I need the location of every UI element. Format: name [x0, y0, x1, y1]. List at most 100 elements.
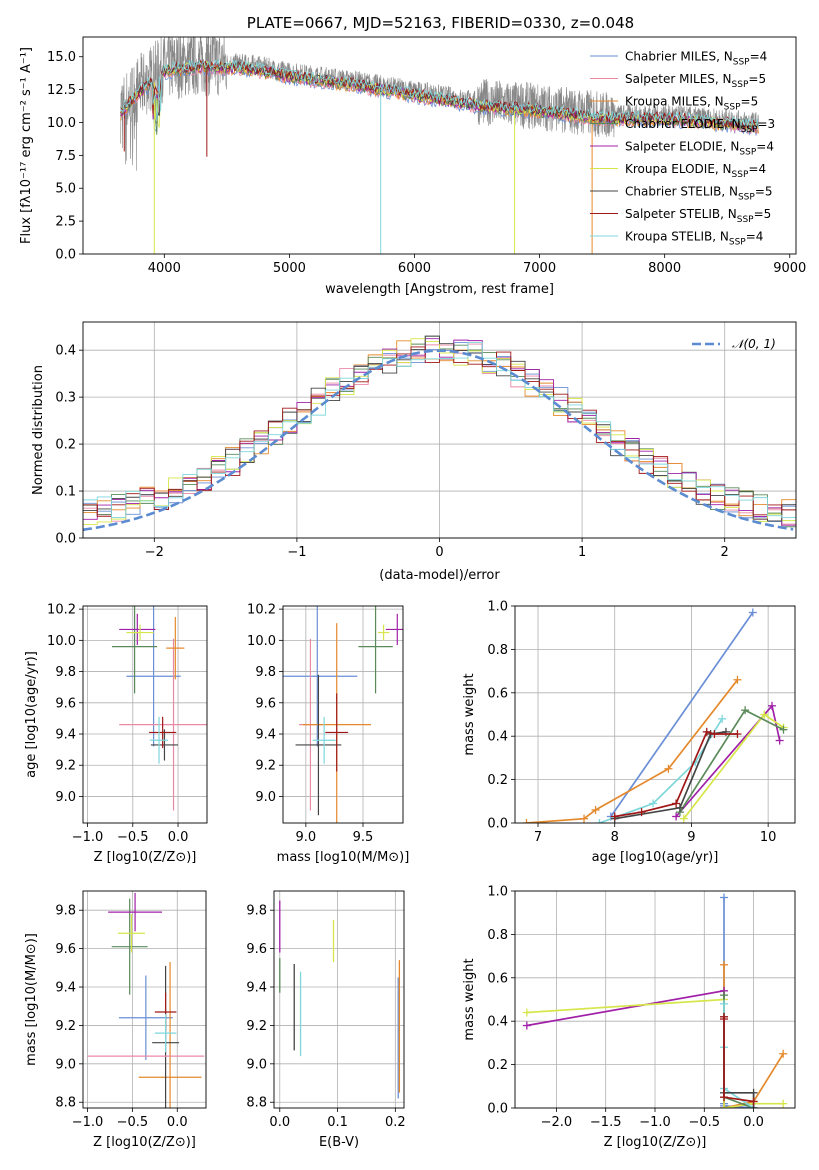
y-tick-label: 10.0	[47, 634, 76, 649]
legend-value: =3	[757, 117, 775, 131]
y-tick-label: 10.2	[47, 603, 76, 618]
y-tick-label: 9.6	[55, 942, 76, 957]
spectrum-plot-area	[120, 37, 759, 254]
axes-frame	[82, 321, 797, 539]
residual-histogram-step	[83, 346, 796, 538]
mass-weight-line	[723, 1016, 754, 1103]
y-tick-label: 0.1	[55, 485, 76, 500]
legend-label: 𝒩(0, 1)	[732, 337, 776, 351]
spectrum-axes: 4000 5000 6000 7000 8000 9000 0.0 2.5 5.0 7.5 10.0…	[19, 14, 806, 297]
x-tick-label: −2	[145, 545, 164, 560]
legend-value: =4	[750, 50, 768, 64]
x-tick-label: 8	[611, 830, 619, 845]
y-tick-label: 9.4	[55, 981, 76, 996]
legend-value: =5	[748, 72, 766, 86]
axes-frame	[82, 36, 797, 255]
y-tick-label: 9.4	[246, 981, 267, 996]
legend-label: Salpeter ELODIE, NSSP=4	[625, 140, 774, 158]
legend-subscript: SSP	[732, 170, 749, 180]
y-tick-label: 9.2	[255, 759, 276, 774]
legend-label: Kroupa MILES, NSSP=5	[625, 95, 758, 113]
y-tick-label: 9.8	[255, 665, 276, 680]
x-tick-label: 0.0	[269, 1115, 290, 1130]
x-axis-label: mass [log10(M/M⊙)]	[277, 850, 410, 865]
x-axis-label: wavelength [Angstrom, rest frame]	[325, 282, 554, 297]
age_vs_Z-plot-area	[111, 606, 207, 811]
legend-value: =4	[746, 230, 764, 244]
x-tick-label: 2	[721, 545, 729, 560]
axes-frame	[282, 605, 404, 824]
residuals-plot-area	[83, 335, 796, 538]
legend-value: =5	[754, 207, 772, 221]
y-tick-label: 0.8	[487, 643, 508, 658]
axes-frame	[273, 890, 405, 1109]
x-tick-label: 1	[578, 545, 586, 560]
age_vs_mass-axes: 9.0 9.5 9.0 9.2 9.4 9.6 9.8 10.0 10.2 mass [log10…	[247, 603, 410, 865]
y-tick-label: 0.8	[487, 928, 508, 943]
massweight_vs_age-axes: 7 8 9 10 0.0 0.2 0.4 0.6 0.8 1.0 age [log10(age/yr…	[462, 600, 796, 865]
y-tick-label: 8.8	[246, 1096, 267, 1111]
y-tick-label: 15.0	[47, 50, 76, 65]
normal-distribution-curve	[83, 349, 794, 532]
residual-histogram-step	[83, 335, 796, 538]
y-tick-label: 9.8	[55, 665, 76, 680]
axes-frame	[514, 890, 796, 1109]
legend-subscript: SSP	[733, 58, 750, 68]
y-tick-label: 1.0	[487, 600, 508, 615]
x-tick-label: 6000	[398, 261, 431, 276]
y-axis-label: mass [log10(M/M⊙)]	[24, 933, 39, 1066]
x-axis-label: Z [log10(Z/Z⊙)]	[93, 1135, 196, 1150]
y-axis-label: Flux [fλ10⁻¹⁷ erg cm⁻² s⁻¹ A⁻¹]	[19, 47, 34, 244]
legend-label: Salpeter MILES, NSSP=5	[625, 72, 766, 90]
y-tick-label: 1.0	[487, 885, 508, 900]
mass_vs_ebv-axes: 0.0 0.1 0.2 8.8 9.0 9.2 9.4 9.6 9.8 E(B-V)	[246, 890, 406, 1150]
y-tick-label: 0.4	[487, 1015, 508, 1030]
legend-subscript: SSP	[729, 238, 746, 248]
legend-subscript: SSP	[732, 80, 749, 90]
y-tick-label: 0.4	[55, 344, 76, 359]
y-tick-label: 9.2	[246, 1019, 267, 1034]
legend-text: Chabrier MILES, N	[625, 50, 733, 64]
y-tick-label: 0.2	[487, 773, 508, 788]
y-tick-label: 0.0	[487, 817, 508, 832]
y-tick-label: 9.8	[55, 904, 76, 919]
x-tick-label: 0.0	[743, 1115, 764, 1130]
legend-text: Kroupa ELODIE, N	[625, 162, 732, 176]
y-tick-label: 0.0	[55, 532, 76, 547]
x-tick-label: 0.1	[327, 1115, 348, 1130]
x-tick-label: 9.5	[353, 830, 374, 845]
legend-subscript: SSP	[739, 148, 756, 158]
y-tick-label: 0.4	[487, 730, 508, 745]
x-tick-label: 10	[760, 830, 777, 845]
y-tick-label: 9.0	[255, 790, 276, 805]
x-tick-label: 0.0	[168, 830, 189, 845]
legend-subscript: SSP	[738, 193, 755, 203]
y-tick-label: 9.6	[55, 696, 76, 711]
y-tick-label: 9.6	[255, 696, 276, 711]
y-tick-label: 0.3	[55, 391, 76, 406]
x-tick-label: −2.0	[541, 1115, 573, 1130]
x-tick-label: −1.0	[72, 1115, 104, 1130]
x-tick-label: 0.0	[167, 1115, 188, 1130]
massweight_vs_age-plot-area	[522, 608, 788, 823]
figure-title: PLATE=0667, MJD=52163, FIBERID=0330, z=0…	[247, 14, 634, 32]
y-tick-label: 8.8	[55, 1096, 76, 1111]
y-tick-label: 9.0	[55, 790, 76, 805]
x-tick-label: 9.0	[296, 830, 317, 845]
y-tick-label: 9.0	[55, 1057, 76, 1072]
legend-value: =4	[748, 162, 766, 176]
legend-subscript: SSP	[741, 125, 758, 135]
legend-text: Salpeter MILES, N	[625, 72, 732, 86]
age_vs_mass-plot-area	[283, 606, 403, 823]
y-tick-label: 10.2	[247, 603, 276, 618]
x-axis-label: Z [log10(Z/Z⊙)]	[604, 1135, 707, 1150]
massweight_vs_Z-plot-area	[522, 893, 788, 1108]
legend-text: Kroupa STELIB, N	[625, 230, 729, 244]
x-tick-label: 4000	[148, 261, 181, 276]
model-spectrum-line	[120, 59, 759, 130]
y-tick-label: 9.0	[246, 1057, 267, 1072]
x-tick-label: 8000	[648, 261, 681, 276]
legend-value: =5	[755, 185, 773, 199]
legend-subscript: SSP	[724, 103, 741, 113]
x-tick-label: −1.0	[639, 1115, 671, 1130]
